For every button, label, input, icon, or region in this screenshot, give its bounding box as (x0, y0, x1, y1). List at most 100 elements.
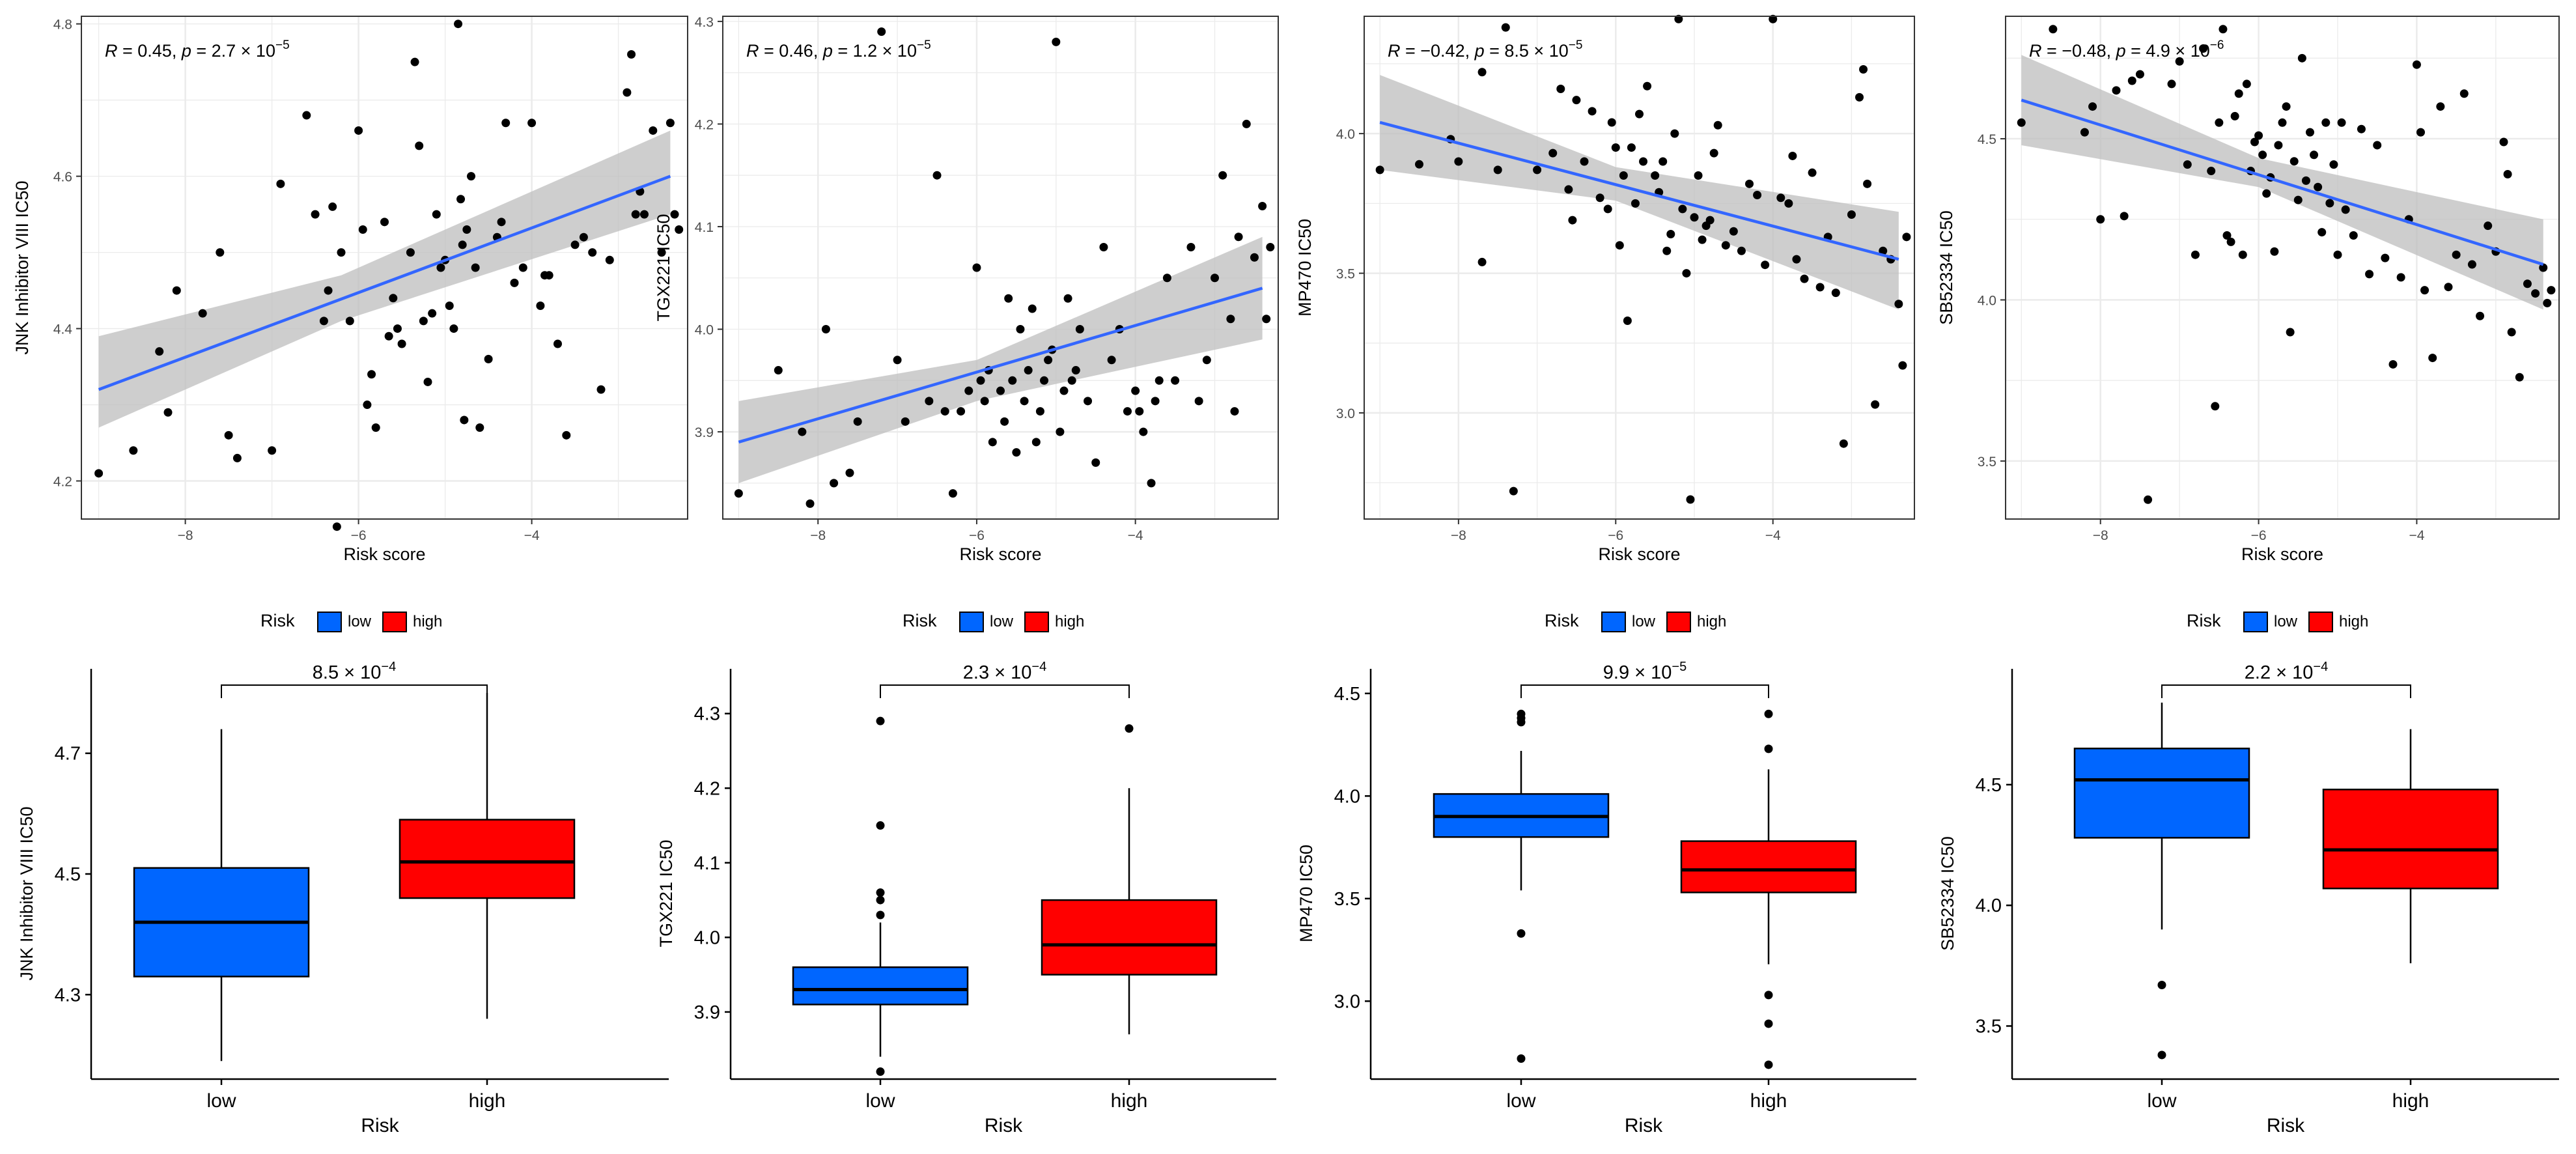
x-tick-label: −8 (178, 528, 193, 543)
data-point (2096, 215, 2105, 224)
data-point (1028, 304, 1037, 313)
x-tick-label: high (1111, 1090, 1148, 1112)
data-point (1258, 201, 1267, 210)
data-point (2412, 60, 2421, 69)
data-point (1898, 361, 1907, 370)
data-point (1035, 407, 1044, 416)
data-point (1477, 68, 1487, 77)
data-point (94, 469, 104, 478)
data-point (665, 119, 675, 128)
data-point (1509, 486, 1518, 496)
panel-border (722, 16, 1279, 520)
outlier-point (1517, 709, 1526, 718)
y-axis-title: JNK Inhibitor VIII IC50 (17, 806, 36, 980)
data-point (1155, 376, 1164, 385)
data-point (2396, 273, 2405, 282)
legend-title: Risk (260, 611, 295, 630)
data-point (1016, 325, 1025, 334)
x-axis-title: Risk score (2241, 544, 2323, 564)
x-tick-label: −6 (2251, 528, 2267, 543)
data-point (2289, 157, 2299, 166)
p-value-mantissa: 2.3 × 10 (963, 662, 1032, 683)
y-axis-title: TGX221 IC50 (654, 214, 673, 321)
data-point (2452, 250, 2461, 259)
data-point (798, 427, 807, 436)
y-tick-label: 4.0 (1978, 293, 1996, 308)
data-point (2317, 228, 2327, 237)
data-point (2270, 247, 2279, 256)
data-point (471, 263, 480, 272)
data-point (172, 286, 181, 295)
x-tick-label: low (865, 1090, 895, 1112)
y-tick-label: 3.9 (694, 1002, 720, 1023)
scatter-panel-3: −8 −6 −4 3.0 3.5 4.0 Risk score MP470 IC50 R = −… (1295, 14, 1915, 564)
data-point (988, 438, 997, 447)
data-point (449, 324, 458, 333)
x-tick-label: −8 (810, 528, 826, 543)
y-tick-label: 4.5 (1976, 775, 2002, 796)
data-point (2017, 118, 2026, 127)
stat-r-symbol: R (746, 41, 759, 61)
correlation-stats: R = −0.42, p = 8.5 × 10−5 (1388, 38, 1582, 61)
box-low (2073, 748, 2250, 839)
data-point (2135, 70, 2144, 79)
data-point (393, 324, 402, 333)
data-point (371, 423, 380, 432)
data-point (1678, 204, 1687, 214)
significance-bracket (1520, 684, 1769, 698)
data-point (337, 248, 346, 257)
data-point (996, 386, 1005, 395)
data-point (2388, 359, 2398, 369)
data-point (410, 57, 419, 66)
data-point (1194, 397, 1203, 406)
data-point (2420, 286, 2429, 295)
data-point (454, 20, 463, 29)
data-point (2341, 205, 2350, 214)
data-point (1186, 242, 1196, 251)
data-point (1123, 407, 1132, 416)
data-point (1643, 81, 1652, 91)
data-point (345, 317, 354, 326)
data-point (1147, 479, 1156, 488)
data-point (1698, 235, 1707, 244)
data-point (1568, 216, 1577, 225)
legend-swatch-high (1024, 612, 1049, 632)
confidence-band (98, 130, 671, 428)
p-value-exponent: −4 (1031, 660, 1046, 674)
x-axis-title: Risk score (343, 544, 425, 564)
data-point (380, 218, 389, 227)
legend-title: Risk (2187, 611, 2221, 630)
outlier-point (1125, 724, 1134, 733)
stat-r-value: = −0.48, (2042, 41, 2116, 61)
data-point (389, 294, 398, 303)
outlier-point (1764, 991, 1773, 1000)
data-point (2258, 150, 2267, 160)
scatter-panel-2: −8 −6 −4 3.9 4.0 4.1 4.2 4.3 Risk score TGX221 IC… (654, 15, 1279, 564)
p-value-exponent: −5 (1672, 660, 1687, 674)
data-point (2499, 137, 2508, 147)
data-point (419, 317, 428, 326)
p-value-label: 9.9 × 10−5 (1603, 660, 1687, 683)
data-point (510, 278, 519, 287)
data-point (129, 446, 138, 455)
legend-swatch-low (1601, 612, 1626, 632)
y-tick-label: 4.0 (695, 323, 714, 338)
data-point (2211, 402, 2220, 411)
p-value-mantissa: 9.9 × 10 (1603, 662, 1672, 683)
data-point (2381, 253, 2390, 262)
x-tick-label: −6 (1608, 528, 1623, 543)
data-point (821, 325, 830, 334)
y-axis-title: MP470 IC50 (1295, 219, 1315, 317)
data-point (1262, 315, 1271, 324)
stat-p-exponent: −6 (2210, 38, 2224, 52)
data-point (925, 397, 934, 406)
data-point (623, 88, 632, 97)
data-point (163, 408, 173, 417)
data-point (1548, 148, 1558, 158)
data-point (2234, 89, 2243, 98)
data-point (1674, 14, 1683, 23)
data-point (2321, 118, 2331, 127)
data-point (1000, 417, 1009, 426)
data-point (1020, 397, 1029, 406)
data-point (224, 430, 233, 440)
